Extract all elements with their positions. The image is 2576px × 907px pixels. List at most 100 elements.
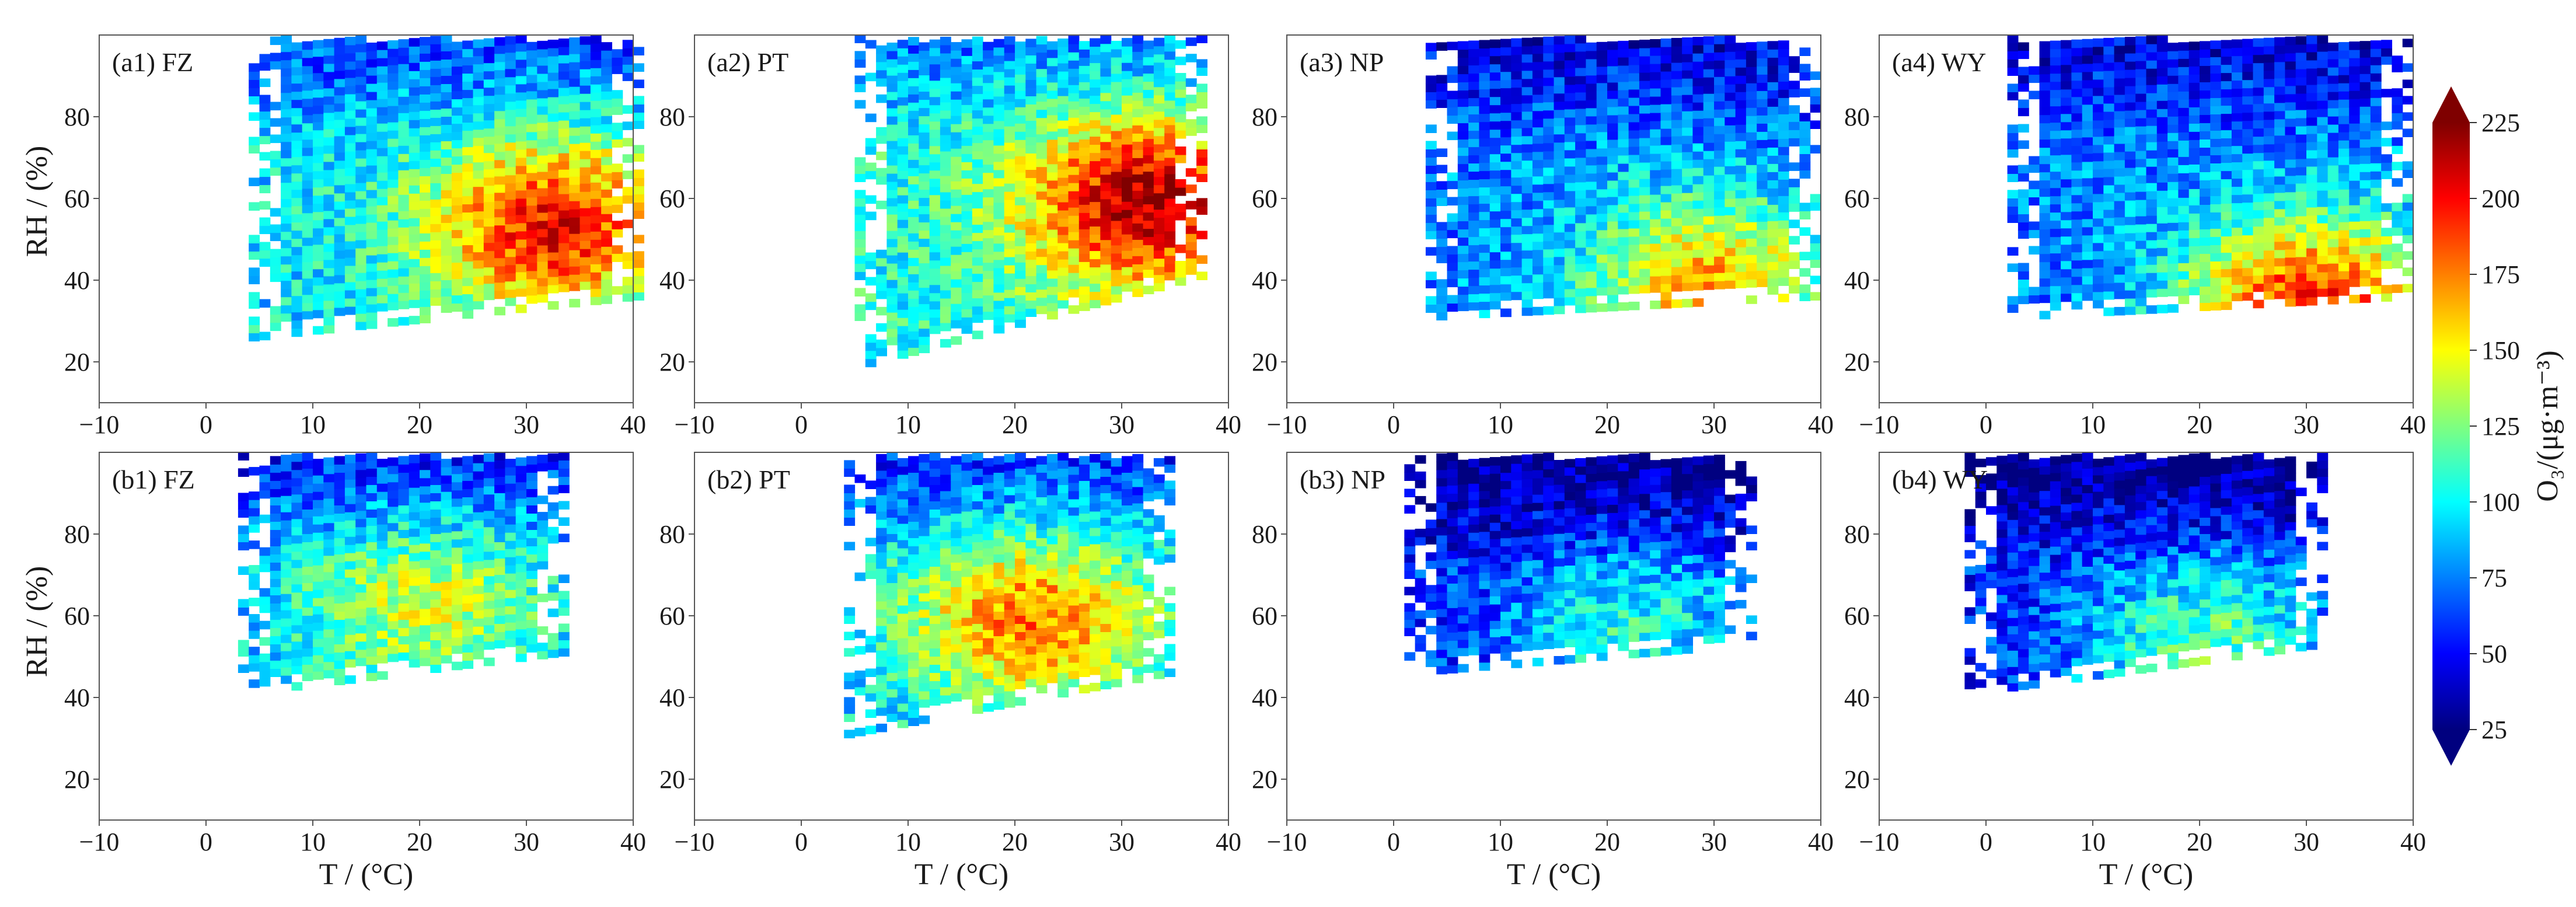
data-cell (1532, 143, 1544, 152)
data-cell (366, 67, 378, 76)
data-cell (1607, 147, 1618, 156)
data-cell (2039, 57, 2051, 67)
data-cell (1090, 62, 1101, 72)
data-cell (1436, 279, 1448, 288)
data-cell (505, 166, 516, 176)
data-cell (2178, 83, 2190, 92)
data-cell (334, 258, 345, 267)
data-cell (355, 551, 367, 560)
data-cell (897, 113, 909, 122)
data-cell (547, 277, 559, 285)
data-cell (940, 232, 951, 242)
data-cell (1725, 198, 1736, 207)
data-cell (344, 528, 356, 537)
data-cell (1489, 301, 1501, 310)
data-cell (1757, 66, 1768, 75)
data-cell (612, 221, 623, 229)
data-cell (1532, 53, 1544, 62)
data-cell (1564, 215, 1576, 224)
data-cell (929, 72, 941, 81)
data-cell (344, 183, 356, 193)
data-cell (302, 212, 313, 222)
data-cell (430, 175, 442, 183)
data-cell (1596, 213, 1608, 222)
data-cell (398, 472, 410, 481)
data-cell (1703, 273, 1715, 282)
data-cell (334, 489, 345, 497)
data-cell (398, 464, 410, 473)
data-cell (2135, 232, 2147, 241)
data-cell (1015, 180, 1026, 189)
data-cell (2167, 288, 2179, 296)
data-cell (1564, 125, 1576, 134)
data-cell (259, 250, 271, 259)
data-cell (2338, 116, 2350, 124)
data-cell (281, 594, 292, 602)
data-cell (1650, 203, 1662, 211)
data-cell (876, 249, 887, 259)
data-cell (2103, 176, 2115, 186)
data-cell (1575, 182, 1586, 191)
data-cell (1660, 104, 1672, 113)
data-cell (2253, 120, 2264, 129)
data-cell (2103, 266, 2115, 275)
data-cell (2188, 58, 2200, 67)
data-cell (2114, 257, 2125, 267)
data-cell (1447, 180, 1458, 190)
data-cell (323, 292, 335, 301)
data-cell (569, 152, 581, 161)
data-cell (1714, 240, 1725, 249)
data-cell (1078, 57, 1090, 66)
data-cell (2017, 222, 2029, 231)
data-cell (1175, 155, 1186, 163)
data-cell (313, 260, 324, 270)
data-cell (515, 255, 527, 264)
data-cell (2188, 189, 2200, 197)
data-cell (1789, 130, 1800, 138)
data-cell (409, 103, 420, 112)
data-cell (1532, 94, 1544, 103)
data-cell (1111, 163, 1122, 172)
data-cell (601, 246, 612, 255)
data-cell (1639, 154, 1650, 163)
data-cell (441, 124, 452, 133)
data-cell (409, 38, 420, 47)
data-cell (1025, 145, 1037, 154)
data-cell (590, 182, 602, 191)
data-cell (313, 154, 324, 163)
data-cell (908, 176, 919, 184)
data-cell (2146, 85, 2158, 93)
data-cell (993, 177, 1005, 187)
data-cell (1725, 76, 1736, 85)
data-cell (2178, 254, 2190, 263)
data-cell (1511, 128, 1523, 137)
data-cell (1639, 203, 1650, 212)
data-cell (1639, 195, 1650, 204)
data-cell (259, 95, 271, 104)
data-cell (2050, 122, 2061, 131)
data-cell (462, 196, 474, 205)
data-cell (291, 222, 303, 231)
data-cell (633, 267, 644, 276)
data-cell (919, 344, 930, 354)
data-cell (537, 40, 549, 50)
data-cell (2295, 52, 2307, 61)
data-cell (515, 34, 527, 44)
data-cell (2007, 190, 2019, 198)
data-cell (1132, 100, 1144, 109)
data-cell (270, 611, 281, 620)
data-cell (558, 210, 570, 219)
data-cell (2392, 243, 2403, 252)
data-cell (1682, 274, 1693, 283)
data-cell (1004, 281, 1015, 290)
data-cell (1596, 287, 1608, 296)
data-cell (2327, 231, 2339, 239)
data-cell (1090, 193, 1101, 203)
data-cell (1778, 48, 1789, 57)
data-cell (919, 263, 930, 272)
data-cell (854, 206, 866, 215)
data-cell (1122, 259, 1133, 267)
data-cell (2039, 221, 2051, 230)
data-cell (2082, 194, 2093, 203)
data-cell (633, 186, 644, 194)
